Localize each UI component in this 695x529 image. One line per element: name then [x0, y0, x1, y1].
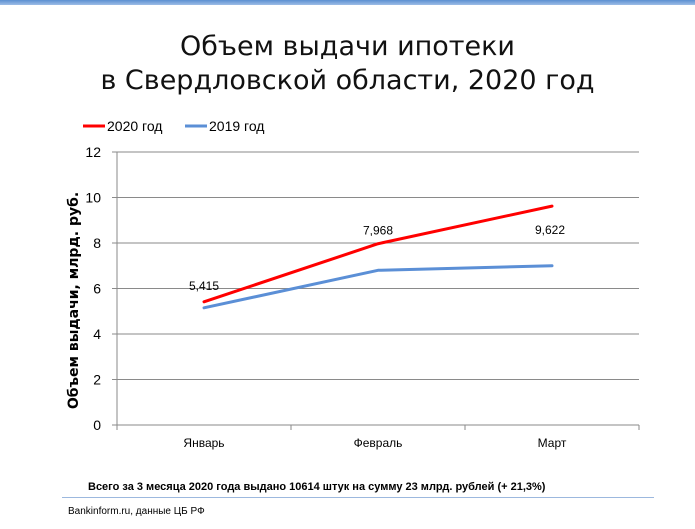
x-tick-label: Февраль [354, 436, 403, 450]
chart-title-line-2: в Свердловской области, 2020 год [100, 65, 595, 96]
data-label: 9,622 [535, 223, 565, 237]
x-tick-label: Январь [183, 436, 224, 450]
y-tick-label: 6 [93, 281, 101, 297]
y-tick-label: 12 [85, 144, 101, 160]
x-tick-label: Март [538, 436, 567, 450]
y-axis-label: Объем выдачи, млрд. руб. [66, 192, 82, 409]
series-line-2020-год [202, 204, 554, 304]
summary-note: Всего за 3 месяца 2020 года выдано 10614… [88, 481, 546, 493]
data-label: 5,415 [189, 279, 219, 293]
data-label: 7,968 [363, 224, 393, 238]
footer-divider [62, 497, 654, 498]
y-tick-label: 8 [93, 235, 101, 251]
y-tick-label: 10 [85, 190, 101, 206]
source-footer: Bankinform.ru, данные ЦБ РФ [68, 506, 205, 517]
legend-label: 2020 год [107, 118, 162, 134]
legend-label: 2019 год [209, 118, 264, 134]
y-tick-label: 0 [93, 417, 101, 433]
series-line-2019-год [202, 264, 554, 310]
top-accent-bar [0, 0, 695, 5]
y-tick-label: 4 [93, 326, 101, 342]
chart-title: Объем выдачи ипотеки в Свердловской обла… [0, 30, 695, 98]
y-tick-label: 2 [93, 372, 101, 388]
chart-title-line-1: Объем выдачи ипотеки [180, 31, 515, 62]
